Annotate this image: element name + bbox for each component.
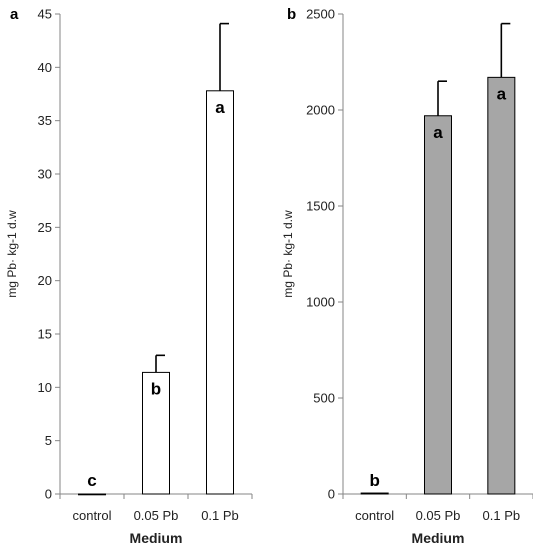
x-tick-label: 0.05 Pb xyxy=(134,508,179,523)
y-tick-label: 1000 xyxy=(306,295,335,310)
y-tick-label: 35 xyxy=(38,113,52,128)
y-tick-label: 5 xyxy=(45,433,52,448)
y-tick-label: 40 xyxy=(38,60,52,75)
y-tick-label: 500 xyxy=(313,391,335,406)
panel-label: b xyxy=(287,6,296,23)
y-tick-label: 30 xyxy=(38,167,52,182)
bar-0-05-pb xyxy=(424,115,452,495)
y-tick-label: 2000 xyxy=(306,103,335,118)
panel-b: b 0 500 1000 1500 2000 2500 b control a 0.05 Pb a 0.… xyxy=(281,6,533,546)
y-tick-label: 0 xyxy=(45,487,52,502)
y-axis-title: mg Pb· kg-1 d.w xyxy=(281,210,295,298)
bar-control xyxy=(360,492,389,495)
y-tick-label: 0 xyxy=(328,487,335,502)
x-tick-label: 0.1 Pb xyxy=(483,508,521,523)
y-tick-label: 20 xyxy=(38,273,52,288)
panel-a: a 0 5 10 15 20 25 30 35 40 45 c control b 0.05 Pb a 0.1 … xyxy=(5,6,253,546)
bar-control xyxy=(78,493,106,496)
x-axis-title: Medium xyxy=(130,530,183,546)
x-tick-label: 0.1 Pb xyxy=(201,508,239,523)
bar-0-1-pb xyxy=(206,90,234,495)
x-tick-label: control xyxy=(355,508,394,523)
y-tick-label: 45 xyxy=(38,7,52,22)
y-tick-label: 15 xyxy=(38,327,52,342)
significance-letter: b xyxy=(369,471,379,490)
significance-letter: a xyxy=(497,84,507,103)
y-tick-label: 2500 xyxy=(306,7,335,22)
significance-letter: c xyxy=(87,471,96,490)
bar-0-1-pb xyxy=(487,76,516,495)
x-axis-title: Medium xyxy=(412,530,465,546)
x-tick-label: 0.05 Pb xyxy=(416,508,461,523)
x-tick-label: control xyxy=(72,508,111,523)
y-axis-title: mg Pb· kg-1 d.w xyxy=(5,210,19,298)
y-tick-label: 25 xyxy=(38,220,52,235)
bar-0-05-pb xyxy=(142,371,170,495)
y-tick-label: 1500 xyxy=(306,199,335,214)
significance-letter: a xyxy=(215,98,225,117)
significance-letter: a xyxy=(433,123,443,142)
panel-label: a xyxy=(10,6,19,23)
y-tick-label: 10 xyxy=(38,380,52,395)
significance-letter: b xyxy=(151,379,161,398)
